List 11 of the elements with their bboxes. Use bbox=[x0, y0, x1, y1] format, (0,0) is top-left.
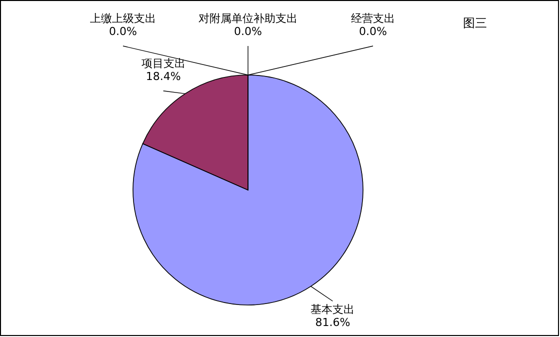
category-label: 上缴上级支出 bbox=[90, 12, 156, 25]
category-label: 经营支出 bbox=[351, 12, 395, 25]
text: 0.0% bbox=[234, 25, 262, 38]
slice-label: 项目支出 bbox=[141, 56, 186, 70]
category-label: 对附属单位补助支出 bbox=[198, 12, 298, 25]
data-label: 18.4% bbox=[146, 70, 181, 83]
text: 图三 bbox=[463, 16, 487, 30]
data-label: 81.6% bbox=[315, 316, 350, 330]
text: 0.0% bbox=[359, 25, 387, 38]
text: 0.0% bbox=[109, 25, 137, 38]
slice-label: 基本支出 bbox=[310, 303, 355, 316]
